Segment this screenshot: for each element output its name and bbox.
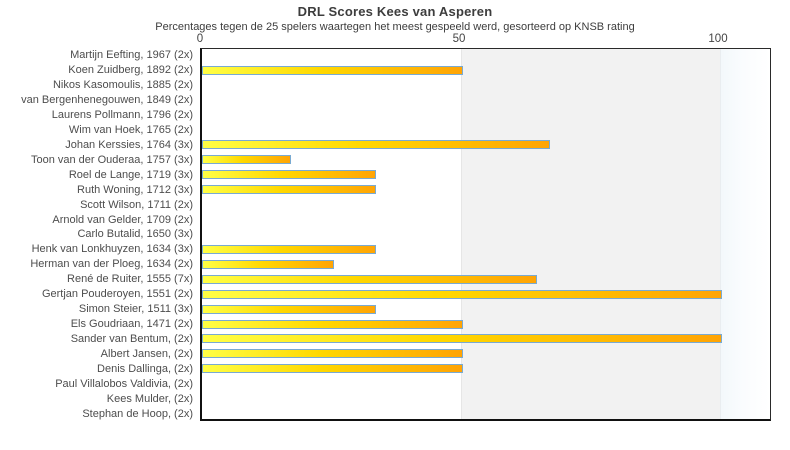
bar [202,65,463,75]
row-label: Laurens Pollmann, 1796 (2x) [51,109,193,122]
bar [202,304,377,314]
row-label: René de Ruiter, 1555 (7x) [67,273,193,286]
row-label: Herman van der Ploeg, 1634 (2x) [30,258,193,271]
row-label: van Bergenhenegouwen, 1849 (2x) [21,94,193,107]
bar [202,155,291,165]
bar [202,364,463,374]
bar [202,349,463,359]
row-label: Nikos Kasomoulis, 1885 (2x) [52,79,193,92]
bar [202,244,377,254]
bar [202,274,538,284]
row-label: Wim van Hoek, 1765 (2x) [68,124,193,137]
row-label: Albert Jansen, (2x) [100,347,193,360]
row-label: Els Goudriaan, 1471 (2x) [70,318,193,330]
row-label: Arnold van Gelder, 1709 (2x) [52,213,193,226]
row-label: Simon Steier, 1511 (3x) [78,303,193,316]
row-label: Kees Mulder, (2x) [106,392,193,405]
row-label: Ruth Woning, 1712 (3x) [77,183,193,196]
row-label: Johan Kerssies, 1764 (3x) [65,138,193,151]
x-tick-label: 50 [452,33,466,45]
row-label: Paul Villalobos Valdivia, (2x) [55,377,193,390]
x-tick-label: 0 [196,33,204,45]
x-tick-label: 100 [708,33,728,45]
row-label: Carlo Butalid, 1650 (3x) [77,228,193,241]
bar [202,334,722,344]
chart-title: DRL Scores Kees van Asperen [297,4,493,19]
bar [202,170,377,180]
row-label: Sander van Bentum, (2x) [70,332,193,345]
plot-area [200,48,771,421]
bar [202,185,377,195]
row-label: Henk van Lonkhuyzen, 1634 (3x) [31,243,193,256]
row-label: Stephan de Hoop, (2x) [82,407,193,420]
bar [202,140,550,150]
row-label: Martijn Eefting, 1967 (2x) [70,49,193,62]
shaded-band-50-100 [461,49,721,419]
row-label: Toon van der Ouderaa, 1757 (3x) [30,153,193,166]
bar [202,289,722,299]
row-label: Koen Zuidberg, 1892 (2x) [68,64,193,77]
band-over-100 [720,49,770,419]
row-label: Scott Wilson, 1711 (2x) [80,198,193,211]
bar [202,259,334,269]
x-axis-tick-row: 0 50 100 [0,33,790,47]
bar [202,319,463,329]
row-label: Gertjan Pouderoyen, 1551 (2x) [41,288,193,301]
y-axis-labels: Martijn Eefting, 1967 (2x) Koen Zuidberg,… [0,48,193,421]
row-label: Roel de Lange, 1719 (3x) [68,168,193,181]
chart-subtitle: Percentages tegen de 25 spelers waartege… [155,21,635,33]
row-label: Denis Dallinga, (2x) [97,362,193,375]
